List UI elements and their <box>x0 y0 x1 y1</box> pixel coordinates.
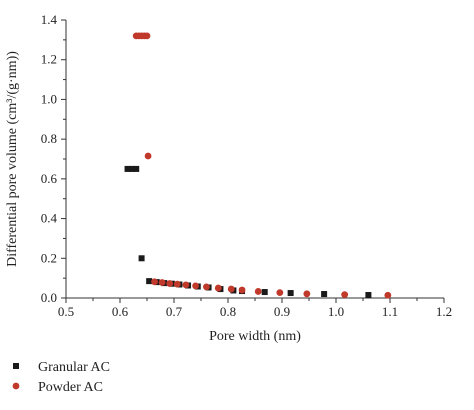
powder-ac-point <box>254 288 262 295</box>
x-axis-label: Pore width (nm) <box>209 329 301 344</box>
granular-ac-point <box>365 292 372 299</box>
powder-ac-point <box>214 284 222 292</box>
powder-ac-point <box>276 289 284 297</box>
y-tick-label: 1.4 <box>41 12 58 27</box>
granular-ac-point <box>146 278 153 285</box>
y-tick-label: 0.4 <box>41 211 58 226</box>
powder-ac-point <box>173 280 181 288</box>
powder-ac-point <box>303 290 311 298</box>
powder-ac-point <box>143 32 151 40</box>
powder-ac-point <box>158 279 166 286</box>
y-tick-label: 0.6 <box>41 171 58 186</box>
x-tick-label: 0.9 <box>274 304 290 319</box>
y-tick-label: 1.0 <box>41 91 57 106</box>
y-axis-label: Differential pore volume (cm³/(g·nm)) <box>5 51 20 267</box>
granular-ac-point <box>128 165 135 172</box>
x-tick-label: 0.7 <box>166 304 183 319</box>
granular-ac-point <box>138 255 145 262</box>
legend: Granular AC Powder AC <box>12 360 110 395</box>
powder-ac-point <box>203 283 210 291</box>
x-tick-label: 1.0 <box>328 304 344 319</box>
granular-ac-point <box>321 291 328 298</box>
granular-ac-point <box>287 290 294 297</box>
legend-marker-granular <box>13 363 19 369</box>
powder-ac-point <box>341 291 349 299</box>
powder-ac-point <box>227 285 235 293</box>
powder-ac-point <box>151 278 158 286</box>
legend-label-powder: Powder AC <box>38 380 103 395</box>
legend-label-granular: Granular AC <box>38 360 110 375</box>
y-tick-label: 0.8 <box>41 131 57 146</box>
powder-ac-point <box>238 286 246 294</box>
x-tick-label: 1.2 <box>436 304 452 319</box>
powder-ac-point <box>144 152 152 160</box>
y-tick-label: 0.0 <box>41 290 57 305</box>
powder-ac-point <box>166 280 174 287</box>
powder-ac-point <box>384 291 392 299</box>
x-tick-label: 1.1 <box>382 304 398 319</box>
granular-ac-point <box>124 165 131 172</box>
x-tick-label: 0.8 <box>220 304 236 319</box>
y-tick-label: 0.2 <box>41 250 57 265</box>
granular-ac-point <box>133 165 140 172</box>
legend-marker-powder <box>12 382 20 390</box>
x-tick-label: 0.5 <box>58 304 74 319</box>
powder-ac-point <box>192 282 200 290</box>
granular-ac-point <box>261 289 268 296</box>
x-tick-label: 0.6 <box>112 304 129 319</box>
powder-ac-point <box>182 281 190 289</box>
y-tick-label: 1.2 <box>41 52 57 67</box>
